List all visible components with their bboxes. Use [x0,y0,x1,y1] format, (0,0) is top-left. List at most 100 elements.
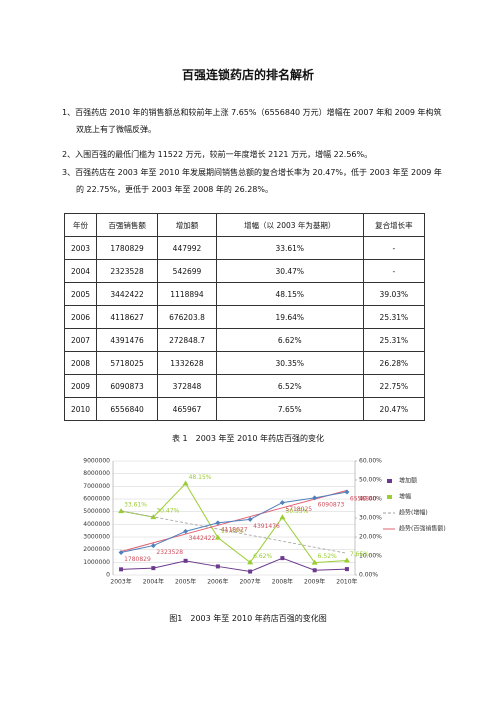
table-cell: 1332628 [157,351,217,375]
table-row: 2003 1780829 447992 33.61% - [64,236,426,260]
table-cell: 2009 [64,374,97,398]
table-cell: 4391476 [95,328,159,352]
table-header-cell: 年份 [64,213,97,237]
data-label: 5718025 [285,506,312,513]
marker [215,564,220,569]
data-label: 6.62% [253,553,272,560]
y2-tick-label: 10.00% [359,553,382,560]
y-tick-label: 6000000 [83,496,110,503]
y-tick-label: 0 [106,572,110,579]
marker [279,514,286,520]
table-row: 年份 百强销售额 增加额 增幅（以 2003 年为基期） 复合增长率 [64,213,426,237]
data-label: 1780829 [124,556,151,563]
table-cell: 25.31% [362,305,426,329]
table-cell: 30.35% [215,351,364,375]
y-tick-label: 7000000 [83,483,110,490]
table-cell: 676203.8 [157,305,217,329]
marker [247,559,254,565]
marker [183,558,188,563]
table-header-cell: 复合增长率 [362,213,426,237]
data-label: 30.35% [285,508,308,515]
y-tick-label: 1000000 [83,559,110,566]
table-row: 2007 4391476 272848.7 6.62% 25.31% [64,328,426,352]
table-cell: 33.61% [215,236,364,260]
marker [247,516,253,522]
y2-tick-label: 30.00% [359,515,382,522]
series-line [120,482,347,564]
marker [119,567,124,572]
table-cell: 372848 [157,374,217,398]
y2-tick-label: 20.00% [359,534,382,541]
series-line [120,510,348,554]
legend-label: 增幅 [399,493,411,501]
marker [279,500,285,506]
marker [312,568,317,573]
table-cell: 2005 [64,282,97,306]
marker [280,556,285,561]
table-header-cell: 增加额 [157,213,217,237]
marker [118,508,125,514]
table-cell: 2004 [64,259,97,283]
marker [344,567,349,572]
y2-tick-label: 0.00% [359,572,378,579]
data-label: 33.61% [124,502,147,509]
marker [311,559,318,565]
table-row: 2008 5718025 1332628 30.35% 26.28% [64,351,426,375]
y-tick-label: 8000000 [83,470,110,477]
x-tick-label: 2003年 [110,578,131,586]
x-tick-label: 2004年 [143,578,164,586]
table-cell: 25.31% [362,328,426,352]
data-table: 年份 百强销售额 增加额 增幅（以 2003 年为基期） 复合增长率 2003 178082… [64,213,426,421]
table-cell: 6.62% [215,328,364,352]
table-cell: - [362,236,426,260]
table-cell: 30.47% [215,259,364,283]
y-tick-label: 3000000 [83,534,110,541]
legend-label: 趋势(增幅) [399,509,428,517]
table-cell: 22.75% [362,374,426,398]
marker [182,480,189,486]
table-cell: 2003 [64,236,97,260]
data-label: 48.15% [189,474,212,481]
table-cell: 6556840 [95,397,159,421]
data-label: 4118627 [221,526,248,533]
table-row: 2005 3442422 1118894 48.15% 39.03% [64,282,426,306]
legend-swatch [387,479,392,483]
table-cell: 39.03% [362,282,426,306]
paragraph: 2、入围百强的最低门槛为 11522 万元，较前一年度增长 2121 万元，增幅… [62,150,373,159]
marker [215,520,221,526]
legend-label: 趋势(百强销售额) [399,525,446,533]
table-cell: 2006 [64,305,97,329]
y2-tick-label: 50.00% [359,477,382,484]
x-tick-label: 2010年 [336,578,357,586]
table-row: 2004 2323528 542699 30.47% - [64,259,426,283]
table-header-cell: 百强销售额 [95,213,159,237]
table-cell: - [362,259,426,283]
y-tick-label: 5000000 [83,508,110,515]
x-tick-label: 2005年 [175,578,196,586]
marker [312,495,318,501]
table-cell: 2010 [64,397,97,421]
table-row: 2006 4118627 676203.8 19.64% 25.31% [64,305,426,329]
table-cell: 2007 [64,328,97,352]
data-label: 30.47% [156,508,179,515]
legend-swatch [387,495,392,499]
table-cell: 542699 [157,259,217,283]
table-caption: 表 1 2003 年至 2010 年药店百强的变化 [172,434,324,443]
data-label: 2323528 [156,549,183,556]
legend-label: 增加额 [399,477,417,485]
data-label: 19.64% [221,528,244,535]
table-cell: 272848.7 [157,328,217,352]
doc-title: 百强连锁药店的排名解析 [181,68,314,82]
y-tick-label: 4000000 [83,521,110,528]
marker [183,528,189,534]
table-row: 2009 6090873 372848 6.52% 22.75% [64,374,426,398]
table-cell: 26.28% [362,351,426,375]
table-cell: 2008 [64,351,97,375]
table-cell: 20.47% [362,397,426,421]
data-label: 6.52% [318,553,337,560]
series-line [120,491,348,553]
table-cell: 6090873 [95,374,159,398]
table-cell: 7.65% [215,397,364,421]
table-cell: 4118627 [95,305,159,329]
